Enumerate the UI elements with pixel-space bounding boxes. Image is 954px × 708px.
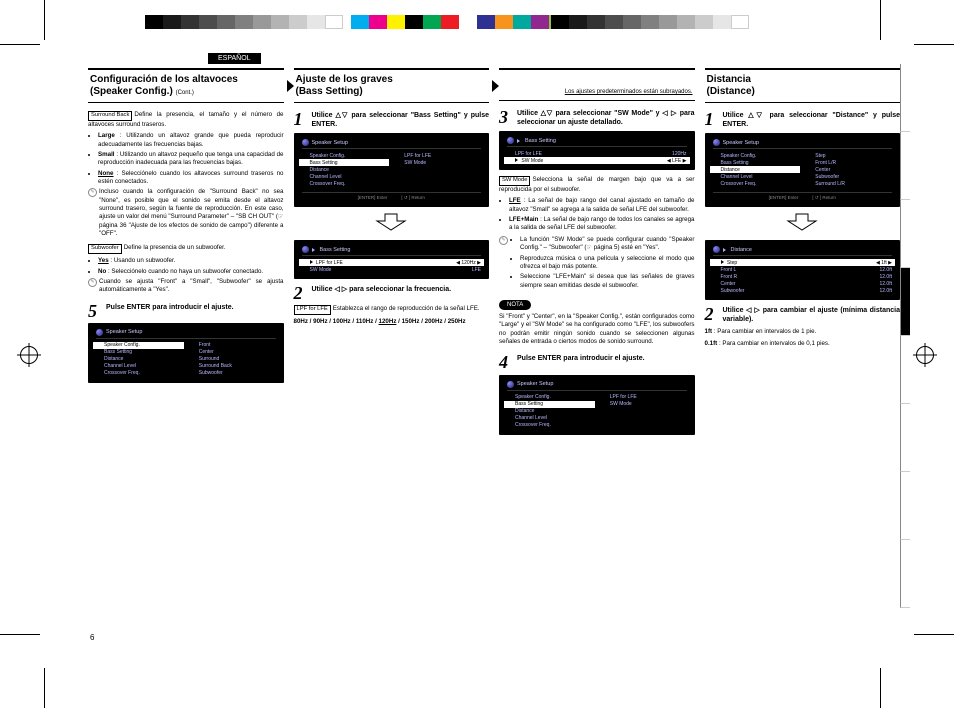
crop-mark xyxy=(44,0,74,40)
step-number: 4 xyxy=(499,354,513,370)
step-3: 3 Utilice △▽ para seleccionar "SW Mode" … xyxy=(499,109,695,127)
column-speaker-config: Configuración de los altavoces (Speaker … xyxy=(88,68,284,628)
param-label: SW Mode xyxy=(499,176,530,186)
section-title: Configuración de los altavoces (Speaker … xyxy=(88,68,284,103)
column-distance: Distancia (Distance) 1 Utilice △▽ para s… xyxy=(705,68,901,628)
registration-mark xyxy=(20,346,38,364)
title-cont: (Cont.) xyxy=(176,90,194,96)
osd-screen: Speaker SetupSpeaker Config.Bass Setting… xyxy=(88,323,284,383)
crop-mark xyxy=(880,668,910,708)
param-def: Define la presencia de un subwoofer. xyxy=(124,244,226,251)
lpf-options: 80Hz / 90Hz / 100Hz / 110Hz / 120Hz / 15… xyxy=(294,318,490,326)
section-title: Ajuste de los graves (Bass Setting) xyxy=(294,68,490,103)
title-main: Ajuste de los graves xyxy=(296,74,393,85)
osd-screen: Bass Setting LPF for LFE◀ 120Hz ▶SW Mode… xyxy=(294,240,490,279)
nota-section: NOTA Si "Front" y "Center", en la "Speak… xyxy=(499,300,695,347)
osd-screen: Distance Step◀ 1ft ▶Front L12.0ftFront R… xyxy=(705,240,901,300)
step-text: Utilice △▽ para seleccionar "SW Mode" y … xyxy=(517,109,695,127)
param-def: Establezca el rango de reproducción de l… xyxy=(333,305,480,312)
osd-screen: Bass SettingLPF for LFE120Hz SW Mode◀ LF… xyxy=(499,131,695,170)
pencil-icon: ✎ xyxy=(88,188,97,197)
page: ESPAÑOL Configuración de los altavoces (… xyxy=(0,0,954,708)
surround-back-section: Surround BackDefine la presencia, el tam… xyxy=(88,111,284,238)
down-arrow-icon xyxy=(705,213,901,236)
note-text: Cuando se ajusta "Front" a "Small", "Sub… xyxy=(99,278,284,295)
side-tab-strip xyxy=(900,64,910,608)
osd-screen: Speaker SetupSpeaker Config.Bass Setting… xyxy=(499,375,695,435)
step-number: 2 xyxy=(705,306,719,324)
param-label: LPF for LFE xyxy=(294,305,331,315)
step-text: Utilice ◁ ▷ para cambiar el ajuste (míni… xyxy=(723,306,901,324)
distance-options: 1ft : Para cambiar en intervalos de 1 pi… xyxy=(705,328,901,348)
content-area: ESPAÑOL Configuración de los altavoces (… xyxy=(88,54,900,648)
nota-text: Si "Front" y "Center", en la "Speaker Co… xyxy=(499,313,695,346)
title-sub: (Speaker Config.) xyxy=(90,86,173,97)
swmode-section: SW ModeSelecciona la señal de margen baj… xyxy=(499,176,695,292)
step-text: Utilice △▽ para seleccionar "Bass Settin… xyxy=(312,111,490,129)
step-number: 1 xyxy=(294,111,308,129)
language-tab: ESPAÑOL xyxy=(208,53,261,64)
osd-screen: Speaker SetupSpeaker Config.Bass Setting… xyxy=(705,133,901,207)
step-2: 2 Utilice ◁ ▷ para seleccionar la frecue… xyxy=(294,285,490,301)
nota-label: NOTA xyxy=(499,300,531,310)
step-number: 2 xyxy=(294,285,308,301)
pencil-icon: ✎ xyxy=(88,278,97,287)
defaults-note: Los ajustes predeterminados están subray… xyxy=(565,89,693,96)
section-title-continuation: Los ajustes predeterminados están subray… xyxy=(499,68,695,101)
step-text: Pulse ENTER para introducir el ajuste. xyxy=(106,303,284,319)
note-text: Incluso cuando la configuración de "Surr… xyxy=(99,188,284,238)
step-1: 1 Utilice △▽ para seleccionar "Distance"… xyxy=(705,111,901,129)
osd-screen: Speaker SetupSpeaker Config.Bass Setting… xyxy=(294,133,490,207)
step-text: Pulse ENTER para introducir el ajuste. xyxy=(517,354,695,370)
step-text: Utilice ◁ ▷ para seleccionar la frecuenc… xyxy=(312,285,490,301)
page-number: 6 xyxy=(90,633,94,642)
grayscale-bar xyxy=(145,15,343,29)
step-number: 1 xyxy=(705,111,719,129)
title-sub: (Distance) xyxy=(707,86,755,97)
step-1: 1 Utilice △▽ para seleccionar "Bass Sett… xyxy=(294,111,490,129)
step-5: 5 Pulse ENTER para introducir el ajuste. xyxy=(88,303,284,319)
registration-mark xyxy=(916,346,934,364)
title-main: Configuración de los altavoces xyxy=(90,74,238,85)
step-number: 3 xyxy=(499,109,513,127)
param-label: Subwoofer xyxy=(88,244,122,254)
param-label: Surround Back xyxy=(88,111,132,121)
column-bass-setting-left: Ajuste de los graves (Bass Setting) 1 Ut… xyxy=(294,68,490,628)
crop-mark xyxy=(914,44,954,74)
subwoofer-section: SubwooferDefine la presencia de un subwo… xyxy=(88,244,284,294)
step-text: Utilice △▽ para seleccionar "Distance" y… xyxy=(723,111,901,129)
title-sub: (Bass Setting) xyxy=(296,86,363,97)
crop-mark xyxy=(914,634,954,664)
crop-mark xyxy=(0,44,40,74)
grayscale-bar xyxy=(551,15,749,29)
column-bass-setting-right: Los ajustes predeterminados están subray… xyxy=(499,68,695,628)
pencil-icon: ✎ xyxy=(499,236,508,245)
section-title: Distancia (Distance) xyxy=(705,68,901,103)
crop-mark xyxy=(44,668,74,708)
crop-mark xyxy=(0,634,40,664)
title-main: Distancia xyxy=(707,74,751,85)
step-2: 2 Utilice ◁ ▷ para cambiar el ajuste (mí… xyxy=(705,306,901,324)
step-number: 5 xyxy=(88,303,102,319)
lpf-section: LPF for LFEEstablezca el rango de reprod… xyxy=(294,305,490,326)
crop-mark xyxy=(880,0,910,40)
step-4: 4 Pulse ENTER para introducir el ajuste. xyxy=(499,354,695,370)
down-arrow-icon xyxy=(294,213,490,236)
